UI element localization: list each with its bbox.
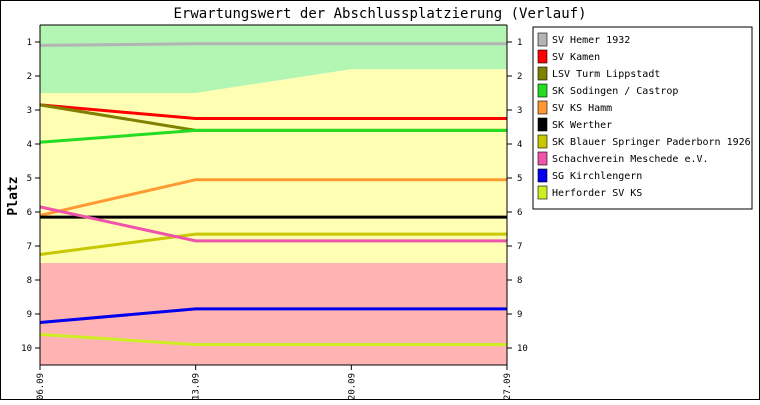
legend-swatch	[537, 66, 548, 81]
y-tick-label-right: 2	[517, 72, 522, 82]
axes-layer: 1 1 2 2 3 3 4 4 5 5 6 6 7 7 8 8 9 9 10 10 06.09 13.09 20.09 27.…	[21, 24, 528, 400]
y-tick-label-right: 3	[517, 106, 522, 116]
y-tick-label-left: 9	[27, 310, 32, 320]
y-tick-label-right: 9	[517, 310, 522, 320]
series-line-0	[39, 42, 507, 47]
legend-label: SV Hemer 1932	[552, 35, 630, 46]
y-tick-label-right: 5	[517, 174, 522, 184]
legend-swatch	[537, 168, 548, 183]
zone-top	[40, 25, 507, 93]
legend-swatch	[537, 100, 548, 115]
legend-label: SV KS Hamm	[552, 103, 612, 114]
series-line-4	[39, 178, 507, 217]
y-tick-label-right: 1	[517, 38, 522, 48]
legend-label: SK Werther	[552, 120, 612, 131]
y-tick-label-left: 1	[27, 38, 32, 48]
legend-label: Herforder SV KS	[552, 188, 642, 199]
legend-swatch	[537, 185, 548, 200]
y-tick-label-left: 6	[27, 208, 32, 218]
y-axis-label: Platz	[6, 176, 21, 215]
legend-swatch	[537, 151, 548, 166]
series-line-6	[39, 232, 507, 256]
legend: SV Hemer 1932 SV Kamen LSV Turm Lippstadt S…	[532, 26, 753, 210]
series-layer	[39, 42, 507, 347]
x-tick-label: 20.09	[347, 373, 357, 400]
series-line-8	[39, 307, 507, 324]
legend-label: SG Kirchlengern	[552, 171, 642, 182]
legend-label: LSV Turm Lippstadt	[552, 69, 660, 80]
legend-swatch	[537, 117, 548, 132]
y-tick-label-left: 10	[21, 344, 32, 354]
y-tick-label-left: 7	[27, 242, 32, 252]
y-tick-label-left: 8	[27, 276, 32, 286]
x-tick-label: 27.09	[503, 373, 513, 400]
legend-swatch	[537, 49, 548, 64]
y-tick-label-right: 7	[517, 242, 522, 252]
y-tick-label-right: 8	[517, 276, 522, 286]
zones-layer	[40, 25, 507, 365]
zone-bottom	[40, 263, 507, 365]
legend-label: SV Kamen	[552, 52, 600, 63]
y-tick-label-left: 4	[27, 140, 32, 150]
y-tick-label-right: 6	[517, 208, 522, 218]
series-line-3	[39, 128, 507, 144]
x-tick-label: 13.09	[192, 373, 202, 400]
legend-label: SK Blauer Springer Paderborn 1926	[552, 137, 751, 148]
y-tick-label-left: 3	[27, 106, 32, 116]
y-tick-label-left: 5	[27, 174, 32, 184]
legend-label: Schachverein Meschede e.V.	[552, 154, 709, 165]
series-line-1	[39, 103, 507, 120]
chart-title: Erwartungswert der Abschlussplatzierung …	[173, 6, 586, 22]
y-tick-label-right: 10	[517, 344, 528, 354]
y-tick-label-left: 2	[27, 72, 32, 82]
y-tick-label-right: 4	[517, 140, 522, 150]
legend-swatch	[537, 134, 548, 149]
legend-box	[532, 26, 753, 210]
legend-swatch	[537, 83, 548, 98]
x-tick-label: 06.09	[36, 373, 46, 400]
series-line-9	[39, 332, 507, 347]
legend-swatch	[537, 32, 548, 47]
series-line-7	[39, 205, 507, 243]
legend-label: SK Sodingen / Castrop	[552, 86, 678, 97]
